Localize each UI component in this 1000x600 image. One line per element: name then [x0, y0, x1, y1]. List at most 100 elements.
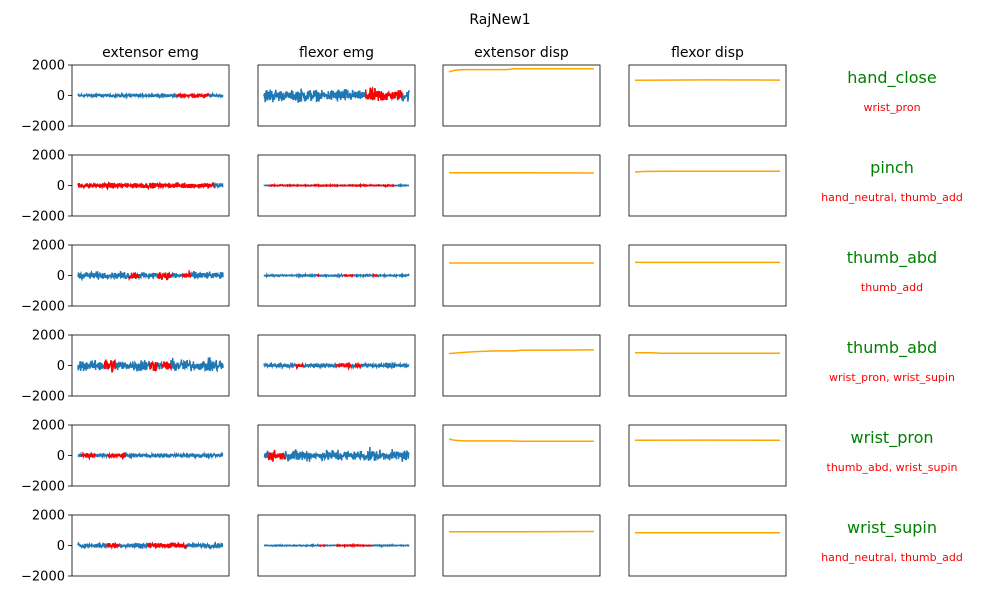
gesture-label: wrist_supin	[847, 518, 937, 538]
subplot-extensor-emg: 2000 0 −2000	[21, 509, 230, 585]
subplot-extensor-disp	[442, 64, 601, 127]
subplot-extensor-disp	[442, 514, 601, 577]
figure-title: RajNew1	[469, 12, 530, 28]
gesture-sublabel: thumb_add	[861, 281, 923, 294]
subplot-flexor-emg	[257, 334, 416, 397]
emg-highlight-segment	[343, 273, 354, 278]
axes-frame	[442, 244, 601, 307]
axes-frame	[257, 514, 416, 577]
gesture-label: pinch	[870, 158, 914, 177]
emg-highlight-segment	[336, 542, 374, 549]
axes-frame	[442, 64, 601, 127]
emg-highlight-segment	[161, 361, 172, 370]
emg-highlight-segment	[372, 272, 378, 278]
emg-highlight-segment	[267, 449, 285, 462]
y-tick-label: −2000	[21, 210, 65, 225]
emg-highlight-segment	[106, 541, 120, 550]
emg-highlight-segment	[77, 181, 215, 191]
emg-highlight-segment	[268, 182, 395, 189]
disp-trace	[448, 438, 594, 442]
subplot-extensor-disp	[442, 334, 601, 397]
subplot-extensor-emg: 2000 0 −2000	[21, 149, 230, 225]
subplot-flexor-emg	[257, 514, 416, 577]
gesture-label: thumb_abd	[847, 338, 937, 358]
y-tick-label: −2000	[21, 300, 65, 315]
disp-trace	[448, 349, 595, 355]
emg-highlight-segment	[148, 360, 159, 372]
y-tick-label: −2000	[21, 390, 65, 405]
emg-highlight-segment	[103, 358, 117, 373]
subplot-extensor-emg: 2000 0 −2000	[21, 329, 230, 405]
subplot-flexor-disp	[628, 424, 787, 487]
subplot-flexor-emg	[257, 64, 416, 127]
y-tick-label: 2000	[32, 419, 65, 434]
y-tick-label: 0	[57, 269, 65, 284]
subplot-extensor-emg: 2000 0 −2000	[21, 419, 230, 495]
gesture-sublabel: wrist_pron, wrist_supin	[829, 371, 955, 384]
axes-frame	[257, 244, 416, 307]
emg-highlight-segment	[295, 361, 304, 371]
emg-highlight-segment	[128, 272, 140, 282]
axes-frame	[257, 334, 416, 397]
axes-frame	[442, 514, 601, 577]
y-tick-label: 2000	[32, 149, 65, 164]
disp-trace	[634, 170, 781, 173]
emg-highlight-segment	[147, 541, 188, 550]
y-tick-label: 2000	[32, 239, 65, 254]
y-tick-label: 0	[57, 179, 65, 194]
emg-trace	[263, 271, 410, 279]
axes-frame	[628, 154, 787, 217]
y-tick-label: −2000	[21, 570, 65, 585]
emg-highlight-segment	[354, 361, 362, 370]
subplot-flexor-disp	[628, 154, 787, 217]
subplot-flexor-disp	[628, 244, 787, 307]
y-tick-label: 0	[57, 89, 65, 104]
gesture-label: thumb_abd	[847, 248, 937, 268]
subplot-flexor-disp	[628, 334, 787, 397]
y-tick-label: 2000	[32, 59, 65, 74]
y-tick-label: 0	[57, 359, 65, 374]
subplot-flexor-emg	[257, 154, 416, 217]
y-tick-label: 2000	[32, 329, 65, 344]
axes-frame	[257, 154, 416, 217]
axes-frame	[257, 424, 416, 487]
emg-highlight-segment	[181, 269, 192, 279]
column-titles: extensor emg flexor emg extensor disp flexo…	[102, 45, 744, 61]
axes-frame	[628, 64, 787, 127]
emg-trace	[263, 446, 410, 462]
gesture-sublabel: thumb_abd, wrist_supin	[827, 461, 958, 474]
gesture-sublabel: hand_neutral, thumb_add	[821, 191, 963, 204]
y-tick-label: −2000	[21, 120, 65, 135]
subplot-extensor-emg: 2000 0 −2000	[21, 239, 230, 315]
gesture-label: wrist_pron	[850, 428, 933, 448]
column-title: flexor emg	[299, 45, 374, 61]
emg-highlight-segment	[364, 86, 403, 101]
emg-highlight-segment	[318, 544, 326, 548]
axes-frame	[257, 64, 416, 127]
gesture-labels: hand_close wrist_pron pinch hand_neutral, t…	[821, 68, 963, 564]
emg-highlight-segment	[335, 362, 352, 371]
axes-frame	[628, 424, 787, 487]
subplot-extensor-disp	[442, 424, 601, 487]
column-title: flexor disp	[671, 45, 744, 61]
emg-highlight-segment	[157, 271, 173, 281]
subplot-flexor-disp	[628, 64, 787, 127]
axes-frame	[628, 244, 787, 307]
axes-frame	[442, 424, 601, 487]
gesture-label: hand_close	[847, 68, 936, 88]
axes-frame	[442, 334, 601, 397]
axes-frame	[628, 334, 787, 397]
subplot-extensor-emg: 2000 0 −2000	[21, 59, 230, 135]
emg-highlight-segment	[175, 91, 210, 100]
emg-trace	[77, 269, 224, 282]
subplot-flexor-emg	[257, 424, 416, 487]
subplot-flexor-disp	[628, 514, 787, 577]
disp-trace	[448, 67, 594, 73]
subplot-extensor-disp	[442, 244, 601, 307]
y-tick-label: 0	[57, 449, 65, 464]
column-title: extensor emg	[102, 45, 199, 61]
subplot-flexor-emg	[257, 244, 416, 307]
emg-highlight-segment	[317, 273, 321, 277]
axes-frame	[628, 514, 787, 577]
emg-highlight-segment	[80, 451, 97, 461]
